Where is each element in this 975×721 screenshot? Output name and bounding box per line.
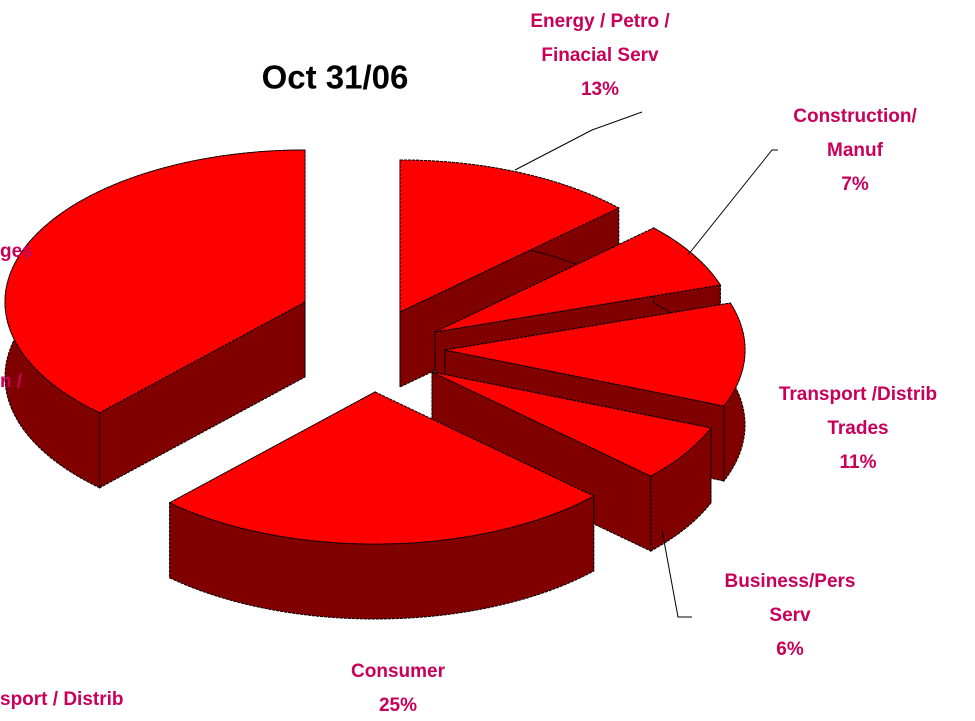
cropped-label: n / [0,371,23,392]
cropped-label: ges [0,241,33,262]
slice-top [444,302,746,407]
slice-value-label: 6% [776,639,804,660]
slice-wall [650,426,712,552]
slice-top [168,391,595,545]
slice-value-label: 7% [841,174,869,195]
cropped-label: sport / Distrib [0,689,124,710]
slice-top [4,149,306,414]
chart-title: Oct 31/06 [262,59,409,96]
slice-value-label: 11% [840,452,877,473]
slice-top [399,159,620,313]
leader-line [661,529,692,618]
slice-label: Transport /Distrib [779,384,937,405]
slice-wall [169,495,595,620]
slice-top [434,227,722,333]
slice-label: Energy / Petro / [530,11,670,32]
slice [168,391,595,620]
slice-label: Finacial Serv [541,45,659,66]
leader-line [687,149,778,256]
slice-top [431,371,712,477]
slice-value-label: 13% [581,79,619,100]
slice-label: Serv [769,605,811,626]
leader-line [514,111,643,171]
slice-label: Construction/ [793,106,917,127]
slice-label: Consumer [351,661,446,682]
slice-value-label: 25% [379,695,417,716]
slice [4,149,306,489]
slice-label: Business/Pers [725,571,856,592]
slice [431,371,712,552]
slice-label: Trades [827,418,888,439]
slice-label: Manuf [827,140,884,161]
